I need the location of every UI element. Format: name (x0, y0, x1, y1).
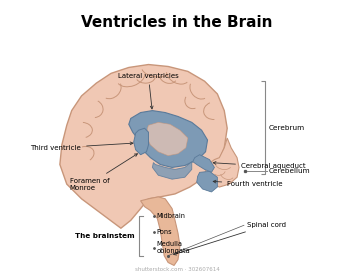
Text: The brainstem: The brainstem (75, 233, 135, 239)
Text: shutterstock.com · 302607614: shutterstock.com · 302607614 (135, 267, 219, 272)
Polygon shape (134, 128, 148, 155)
Polygon shape (141, 197, 180, 265)
Text: Medulla
oblongata: Medulla oblongata (156, 241, 190, 254)
Polygon shape (152, 162, 192, 179)
Text: Pons: Pons (156, 229, 172, 235)
Text: Cerebellum: Cerebellum (268, 168, 310, 174)
Text: Lateral ventricles: Lateral ventricles (118, 73, 179, 109)
Polygon shape (197, 171, 217, 192)
Text: Ventricles in the Brain: Ventricles in the Brain (81, 15, 273, 29)
Text: Midbrain: Midbrain (156, 213, 185, 220)
Polygon shape (60, 64, 227, 228)
Polygon shape (204, 138, 239, 187)
Polygon shape (129, 111, 208, 167)
Text: Fourth ventricle: Fourth ventricle (213, 180, 283, 187)
Polygon shape (193, 155, 214, 172)
Text: Cerebral aqueduct: Cerebral aqueduct (213, 162, 306, 169)
Text: Foramen of
Monroe: Foramen of Monroe (70, 154, 137, 191)
Polygon shape (147, 122, 188, 156)
Text: Third ventricle: Third ventricle (30, 142, 133, 151)
Text: Cerebrum: Cerebrum (268, 125, 305, 131)
Text: Spinal cord: Spinal cord (174, 222, 286, 255)
